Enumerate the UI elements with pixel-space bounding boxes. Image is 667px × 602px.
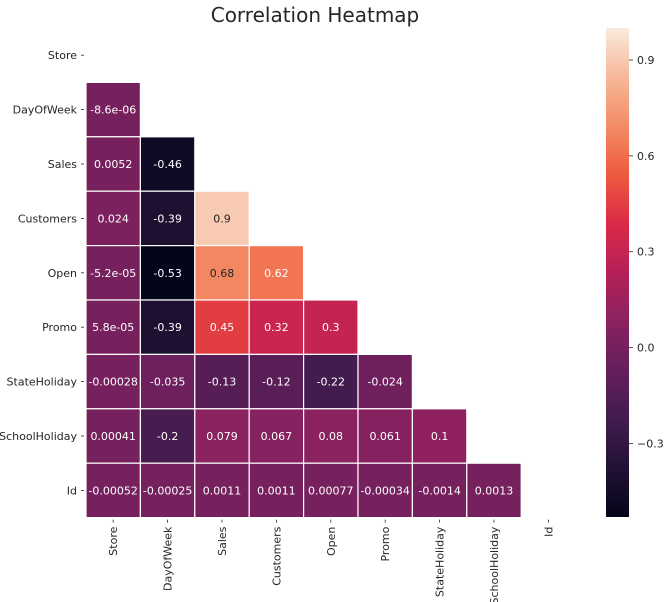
x-axis: Store DayOfWeek Sales Customers Open Promo Sta…: [107, 519, 555, 602]
heatmap-cell-schoolholiday-stateholiday: [411, 408, 468, 464]
heatmap-cell-schoolholiday-store: [85, 408, 142, 464]
cell-value-label-open-store: -5.2e-05: [90, 267, 136, 280]
cell-value-label-dayofweek-store: -8.6e-06: [90, 104, 136, 117]
cell-value-label-id-sales: 0.0011: [203, 484, 242, 497]
cell-value-label-stateholiday-open: -0.22: [317, 376, 345, 389]
heatmap-cell-open-customers: [248, 245, 305, 301]
y-tick-label-customers: Customers: [18, 212, 77, 225]
cell-value-label-schoolholiday-stateholiday: 0.1: [431, 430, 449, 443]
x-tick-label-schoolholiday: SchoolHoliday: [488, 526, 501, 602]
heatmap-cell-schoolholiday-dayofweek: [139, 408, 196, 464]
cell-value-label-id-open: 0.00077: [308, 484, 354, 497]
colorbar-tick-label: 0.3: [637, 246, 655, 259]
cell-value-label-promo-customers: 0.32: [264, 321, 289, 334]
heatmap-cell-sales-store: [85, 136, 142, 192]
y-tick-label-sales: Sales: [48, 158, 78, 171]
heatmap-cell-id-schoolholiday: [466, 462, 522, 519]
colorbar-tick-label: 0.6: [637, 150, 655, 163]
heatmap-cell-stateholiday-promo: [357, 353, 414, 410]
cell-value-label-schoolholiday-sales: 0.079: [206, 430, 238, 443]
chart-title: Correlation Heatmap: [211, 3, 420, 27]
heatmap-cell-dayofweek-store: [85, 81, 142, 138]
cell-value-label-id-schoolholiday: 0.0013: [475, 484, 514, 497]
heatmap-cell-schoolholiday-promo: [357, 408, 414, 464]
cell-value-label-schoolholiday-store: 0.00041: [90, 430, 136, 443]
cell-value-label-promo-dayofweek: -0.39: [153, 321, 181, 334]
x-tick-label-dayofweek: DayOfWeek: [162, 526, 175, 591]
x-tick-label-customers: Customers: [270, 526, 283, 585]
heatmap-cell-promo-customers: [248, 299, 305, 356]
heatmap-cell-stateholiday-store: [85, 353, 142, 410]
cell-value-label-open-dayofweek: -0.53: [153, 267, 181, 280]
cell-value-label-schoolholiday-dayofweek: -0.2: [157, 430, 178, 443]
cell-value-label-customers-dayofweek: -0.39: [153, 212, 181, 225]
y-tick-label-promo: Promo: [42, 321, 77, 334]
x-tick-label-open: Open: [325, 527, 338, 556]
cell-value-label-id-store: -0.00052: [88, 484, 137, 497]
cell-value-label-sales-store: 0.0052: [94, 158, 133, 171]
heatmap-cell-id-store: [85, 462, 142, 519]
colorbar-tick-label: 0.9: [637, 54, 655, 67]
heatmap-cells: [85, 81, 522, 519]
cell-value-label-stateholiday-customers: -0.12: [262, 376, 290, 389]
cell-value-label-promo-store: 5.8e-05: [92, 321, 134, 334]
cell-value-label-stateholiday-dayofweek: -0.035: [150, 376, 185, 389]
heatmap-cell-stateholiday-sales: [194, 353, 250, 410]
cell-value-label-stateholiday-store: -0.00028: [88, 376, 137, 389]
y-tick-label-store: Store: [48, 49, 77, 62]
cell-value-label-id-stateholiday: -0.0014: [418, 484, 460, 497]
heatmap-cell-stateholiday-dayofweek: [139, 353, 196, 410]
heatmap-cell-stateholiday-open: [303, 353, 359, 410]
cell-value-label-customers-store: 0.024: [97, 212, 129, 225]
colorbar-tick-label: −0.3: [637, 437, 664, 450]
cell-value-label-customers-sales: 0.9: [213, 212, 231, 225]
y-tick-label-stateholiday: StateHoliday: [7, 376, 78, 389]
heatmap-cell-stateholiday-customers: [248, 353, 305, 410]
x-tick-label-promo: Promo: [379, 526, 392, 561]
y-tick-label-dayofweek: DayOfWeek: [13, 104, 78, 117]
cell-value-label-id-dayofweek: -0.00025: [143, 484, 192, 497]
x-tick-label-store: Store: [107, 526, 120, 555]
heatmap-cell-id-stateholiday: [411, 462, 468, 519]
y-tick-label-schoolholiday: SchoolHoliday: [0, 430, 77, 443]
heatmap-cell-id-promo: [357, 462, 414, 519]
cell-value-label-promo-open: 0.3: [322, 321, 340, 334]
cell-value-label-id-customers: 0.0011: [257, 484, 296, 497]
cell-value-label-schoolholiday-open: 0.08: [319, 430, 344, 443]
heatmap-cell-open-dayofweek: [139, 245, 196, 301]
heatmap-cell-promo-dayofweek: [139, 299, 196, 356]
y-tick-label-id: Id: [67, 484, 77, 497]
cell-value-label-promo-sales: 0.45: [210, 321, 235, 334]
x-tick-label-stateholiday: StateHoliday: [434, 526, 447, 597]
cell-value-label-schoolholiday-promo: 0.061: [369, 430, 401, 443]
colorbar: −0.3 0.0 0.3 0.6 0.9: [606, 28, 664, 517]
colorbar-gradient: [606, 28, 629, 517]
cell-value-label-open-sales: 0.68: [210, 267, 235, 280]
y-tick-label-open: Open: [48, 267, 77, 280]
colorbar-ticks: −0.3 0.0 0.3 0.6 0.9: [629, 54, 664, 450]
y-axis: Store DayOfWeek Sales Customers Open Promo Sta…: [0, 49, 84, 497]
cell-value-label-id-promo: -0.00034: [360, 484, 409, 497]
cell-value-label-stateholiday-sales: -0.13: [208, 376, 236, 389]
x-tick-label-id: Id: [542, 527, 555, 537]
heatmap-cell-customers-sales: [194, 190, 250, 247]
heatmap-cell-id-sales: [194, 462, 250, 519]
cell-value-label-sales-dayofweek: -0.46: [153, 158, 181, 171]
cell-value-label-open-customers: 0.62: [264, 267, 289, 280]
heatmap-value-labels: -8.6e-06 0.0052 -0.46 0.024 -0.39 0.9 -5.2e-05…: [88, 104, 513, 498]
x-tick-label-sales: Sales: [216, 526, 229, 556]
cell-value-label-stateholiday-promo: -0.024: [367, 376, 402, 389]
colorbar-tick-label: 0.0: [637, 342, 655, 355]
cell-value-label-schoolholiday-customers: 0.067: [261, 430, 293, 443]
